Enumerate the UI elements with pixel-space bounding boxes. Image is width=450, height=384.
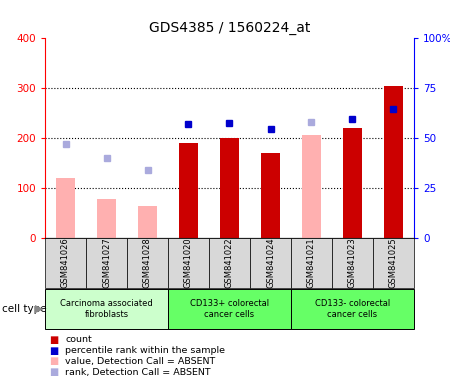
Bar: [138, 206, 157, 238]
Text: cell type: cell type: [2, 304, 47, 314]
FancyBboxPatch shape: [127, 238, 168, 288]
Text: GSM841027: GSM841027: [102, 238, 111, 288]
Text: Carcinoma associated
fibroblasts: Carcinoma associated fibroblasts: [60, 300, 153, 319]
Text: ■: ■: [50, 356, 59, 366]
Text: ■: ■: [50, 335, 59, 345]
Text: rank, Detection Call = ABSENT: rank, Detection Call = ABSENT: [65, 367, 211, 377]
Text: CD133+ colorectal
cancer cells: CD133+ colorectal cancer cells: [190, 300, 269, 319]
FancyBboxPatch shape: [168, 238, 209, 288]
FancyBboxPatch shape: [45, 238, 86, 288]
Text: GSM841025: GSM841025: [389, 238, 398, 288]
FancyBboxPatch shape: [250, 238, 291, 288]
Bar: [302, 135, 321, 238]
Bar: [56, 178, 75, 238]
Text: CD133- colorectal
cancer cells: CD133- colorectal cancer cells: [315, 300, 390, 319]
FancyBboxPatch shape: [86, 238, 127, 288]
Bar: [343, 128, 362, 238]
FancyBboxPatch shape: [209, 238, 250, 288]
Text: percentile rank within the sample: percentile rank within the sample: [65, 346, 225, 355]
Bar: [179, 143, 198, 238]
Text: GSM841024: GSM841024: [266, 238, 275, 288]
FancyBboxPatch shape: [291, 238, 332, 288]
FancyBboxPatch shape: [291, 289, 414, 329]
Text: ■: ■: [50, 367, 59, 377]
Text: GSM841020: GSM841020: [184, 238, 193, 288]
Text: GSM841026: GSM841026: [61, 238, 70, 288]
Text: GSM841023: GSM841023: [348, 238, 357, 288]
Bar: [97, 199, 116, 238]
Text: ■: ■: [50, 346, 59, 356]
Text: GSM841028: GSM841028: [143, 238, 152, 288]
Text: count: count: [65, 335, 92, 344]
Text: GSM841021: GSM841021: [307, 238, 316, 288]
Bar: [261, 153, 280, 238]
Bar: [220, 138, 238, 238]
FancyBboxPatch shape: [168, 289, 291, 329]
FancyBboxPatch shape: [332, 238, 373, 288]
Title: GDS4385 / 1560224_at: GDS4385 / 1560224_at: [149, 21, 310, 35]
Text: ▶: ▶: [35, 304, 44, 314]
Text: GSM841022: GSM841022: [225, 238, 234, 288]
FancyBboxPatch shape: [45, 289, 168, 329]
FancyBboxPatch shape: [373, 238, 414, 288]
Bar: [384, 86, 403, 238]
Text: value, Detection Call = ABSENT: value, Detection Call = ABSENT: [65, 357, 216, 366]
